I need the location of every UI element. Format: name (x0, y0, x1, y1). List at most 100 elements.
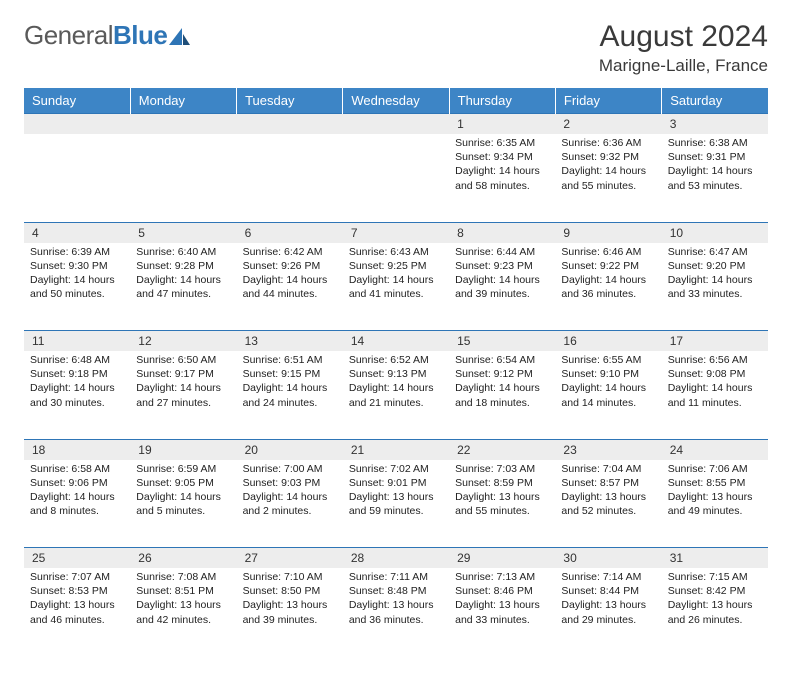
day-number (130, 114, 236, 120)
day-cell: Sunrise: 6:39 AMSunset: 9:30 PMDaylight:… (24, 243, 130, 331)
day-cell-num: 14 (343, 331, 449, 352)
day-header-mon: Monday (130, 88, 236, 114)
day-cell: Sunrise: 6:51 AMSunset: 9:15 PMDaylight:… (237, 351, 343, 439)
day-number: 6 (237, 223, 343, 243)
day-cell: Sunrise: 6:55 AMSunset: 9:10 PMDaylight:… (555, 351, 661, 439)
day-cell (130, 134, 236, 222)
day-number: 20 (237, 440, 343, 460)
day-number: 14 (343, 331, 449, 351)
day-cell: Sunrise: 7:08 AMSunset: 8:51 PMDaylight:… (130, 568, 236, 656)
day-cell-num: 8 (449, 222, 555, 243)
day-cell-num: 28 (343, 548, 449, 569)
day-details: Sunrise: 7:08 AMSunset: 8:51 PMDaylight:… (130, 568, 236, 631)
day-number (24, 114, 130, 120)
day-cell-num: 12 (130, 331, 236, 352)
day-number: 5 (130, 223, 236, 243)
day-number: 29 (449, 548, 555, 568)
day-cell: Sunrise: 6:54 AMSunset: 9:12 PMDaylight:… (449, 351, 555, 439)
day-cell: Sunrise: 6:46 AMSunset: 9:22 PMDaylight:… (555, 243, 661, 331)
day-number: 25 (24, 548, 130, 568)
day-cell-num (237, 114, 343, 135)
day-cell-num: 26 (130, 548, 236, 569)
day-details: Sunrise: 6:59 AMSunset: 9:05 PMDaylight:… (130, 460, 236, 523)
day-details: Sunrise: 6:58 AMSunset: 9:06 PMDaylight:… (24, 460, 130, 523)
calendar-body: 123Sunrise: 6:35 AMSunset: 9:34 PMDaylig… (24, 114, 768, 657)
day-cell: Sunrise: 6:59 AMSunset: 9:05 PMDaylight:… (130, 460, 236, 548)
location-label: Marigne-Laille, France (599, 56, 768, 76)
day-cell: Sunrise: 6:38 AMSunset: 9:31 PMDaylight:… (662, 134, 768, 222)
calendar-header-row: Sunday Monday Tuesday Wednesday Thursday… (24, 88, 768, 114)
day-details: Sunrise: 6:40 AMSunset: 9:28 PMDaylight:… (130, 243, 236, 306)
month-title: August 2024 (599, 20, 768, 54)
day-cell-num: 21 (343, 439, 449, 460)
day-cell: Sunrise: 6:35 AMSunset: 9:34 PMDaylight:… (449, 134, 555, 222)
week-daynum-row: 18192021222324 (24, 439, 768, 460)
day-cell-num: 15 (449, 331, 555, 352)
day-number: 10 (662, 223, 768, 243)
day-number: 22 (449, 440, 555, 460)
day-cell-num: 16 (555, 331, 661, 352)
day-details: Sunrise: 6:50 AMSunset: 9:17 PMDaylight:… (130, 351, 236, 414)
day-cell-num (24, 114, 130, 135)
day-cell-num: 25 (24, 548, 130, 569)
day-number: 7 (343, 223, 449, 243)
day-header-sun: Sunday (24, 88, 130, 114)
day-cell: Sunrise: 6:52 AMSunset: 9:13 PMDaylight:… (343, 351, 449, 439)
day-cell-num: 22 (449, 439, 555, 460)
brand-name: GeneralBlue (24, 20, 167, 51)
calendar-page: GeneralBlue August 2024 Marigne-Laille, … (0, 0, 792, 676)
day-header-wed: Wednesday (343, 88, 449, 114)
week-daynum-row: 11121314151617 (24, 331, 768, 352)
day-details: Sunrise: 6:52 AMSunset: 9:13 PMDaylight:… (343, 351, 449, 414)
day-cell: Sunrise: 7:02 AMSunset: 9:01 PMDaylight:… (343, 460, 449, 548)
brand-logo: GeneralBlue (24, 20, 191, 51)
day-details: Sunrise: 6:44 AMSunset: 9:23 PMDaylight:… (449, 243, 555, 306)
day-cell-num: 23 (555, 439, 661, 460)
day-cell: Sunrise: 7:11 AMSunset: 8:48 PMDaylight:… (343, 568, 449, 656)
day-cell-num: 6 (237, 222, 343, 243)
day-details: Sunrise: 6:39 AMSunset: 9:30 PMDaylight:… (24, 243, 130, 306)
day-number: 2 (555, 114, 661, 134)
day-number (343, 114, 449, 120)
week-content-row: Sunrise: 6:58 AMSunset: 9:06 PMDaylight:… (24, 460, 768, 548)
day-details: Sunrise: 7:06 AMSunset: 8:55 PMDaylight:… (662, 460, 768, 523)
day-cell-num: 31 (662, 548, 768, 569)
day-cell: Sunrise: 6:44 AMSunset: 9:23 PMDaylight:… (449, 243, 555, 331)
day-number: 8 (449, 223, 555, 243)
day-details: Sunrise: 7:10 AMSunset: 8:50 PMDaylight:… (237, 568, 343, 631)
day-number: 17 (662, 331, 768, 351)
day-cell-num: 24 (662, 439, 768, 460)
calendar-table: Sunday Monday Tuesday Wednesday Thursday… (24, 88, 768, 656)
day-cell-num: 7 (343, 222, 449, 243)
day-header-sat: Saturday (662, 88, 768, 114)
day-details: Sunrise: 7:14 AMSunset: 8:44 PMDaylight:… (555, 568, 661, 631)
brand-name-gray: General (24, 20, 113, 50)
day-number: 3 (662, 114, 768, 134)
day-details: Sunrise: 7:07 AMSunset: 8:53 PMDaylight:… (24, 568, 130, 631)
day-number: 4 (24, 223, 130, 243)
day-details: Sunrise: 6:35 AMSunset: 9:34 PMDaylight:… (449, 134, 555, 197)
day-cell: Sunrise: 6:48 AMSunset: 9:18 PMDaylight:… (24, 351, 130, 439)
day-details: Sunrise: 6:46 AMSunset: 9:22 PMDaylight:… (555, 243, 661, 306)
day-details: Sunrise: 6:51 AMSunset: 9:15 PMDaylight:… (237, 351, 343, 414)
day-details: Sunrise: 7:02 AMSunset: 9:01 PMDaylight:… (343, 460, 449, 523)
day-cell (343, 134, 449, 222)
day-details: Sunrise: 6:56 AMSunset: 9:08 PMDaylight:… (662, 351, 768, 414)
day-cell: Sunrise: 7:07 AMSunset: 8:53 PMDaylight:… (24, 568, 130, 656)
day-number (237, 114, 343, 120)
day-cell-num: 3 (662, 114, 768, 135)
day-cell: Sunrise: 7:14 AMSunset: 8:44 PMDaylight:… (555, 568, 661, 656)
week-daynum-row: 25262728293031 (24, 548, 768, 569)
day-cell-num: 19 (130, 439, 236, 460)
day-cell-num: 29 (449, 548, 555, 569)
day-details: Sunrise: 6:36 AMSunset: 9:32 PMDaylight:… (555, 134, 661, 197)
day-details: Sunrise: 7:04 AMSunset: 8:57 PMDaylight:… (555, 460, 661, 523)
day-details: Sunrise: 7:13 AMSunset: 8:46 PMDaylight:… (449, 568, 555, 631)
week-content-row: Sunrise: 6:35 AMSunset: 9:34 PMDaylight:… (24, 134, 768, 222)
day-details: Sunrise: 7:03 AMSunset: 8:59 PMDaylight:… (449, 460, 555, 523)
week-daynum-row: 45678910 (24, 222, 768, 243)
day-number: 13 (237, 331, 343, 351)
day-number: 31 (662, 548, 768, 568)
day-cell-num: 5 (130, 222, 236, 243)
day-cell-num: 1 (449, 114, 555, 135)
